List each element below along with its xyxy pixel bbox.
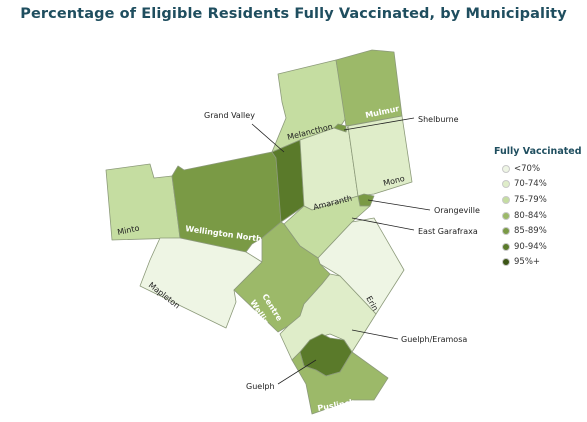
region-mulmur[interactable]: [335, 49, 403, 127]
label-orangeville: Orangeville: [434, 206, 480, 215]
region-mapleton[interactable]: [139, 237, 263, 329]
legend-swatch-icon: [502, 227, 510, 236]
legend-swatch-icon: [502, 211, 510, 220]
leader-guelph: [277, 359, 317, 385]
legend-swatch-icon: [502, 164, 510, 173]
legend-item[interactable]: <70%: [494, 161, 584, 177]
label-guelph-eramosa: Guelph/Eramosa: [401, 335, 467, 344]
map-title: Percentage of Eligible Residents Fully V…: [20, 6, 567, 22]
leader-shelburne: [343, 117, 415, 131]
legend-item[interactable]: 80-84%: [494, 208, 584, 224]
legend-label: <70%: [514, 163, 541, 174]
leader-guelph-eramosa: [351, 329, 399, 340]
legend-swatch-icon: [502, 180, 510, 189]
legend-item[interactable]: 90-94%: [494, 239, 584, 255]
legend-label: 75-79%: [514, 194, 547, 205]
legend-label: 70-74%: [514, 179, 547, 190]
legend-label: 80-84%: [514, 210, 547, 221]
legend-swatch-icon: [502, 195, 510, 204]
legend-item[interactable]: 70-74%: [494, 177, 584, 193]
legend-items: <70% 70-74% 75-79% 80-84% 85-89% 90-94% 95%+: [494, 161, 584, 270]
legend-item[interactable]: 75-79%: [494, 192, 584, 208]
legend-label: 90-94%: [514, 241, 547, 252]
region-mono[interactable]: [347, 115, 413, 197]
label-grand-valley: Grand Valley: [204, 111, 255, 120]
legend-item[interactable]: 95%+: [494, 255, 584, 271]
label-guelph: Guelph: [246, 382, 275, 391]
label-east-garafraxa: East Garafraxa: [418, 227, 478, 236]
label-shelburne: Shelburne: [418, 115, 459, 124]
region-puslinch[interactable]: [291, 351, 389, 415]
legend-swatch-icon: [502, 242, 510, 251]
leader-orangeville: [367, 199, 431, 211]
leader-grand-valley: [251, 123, 285, 153]
legend-item[interactable]: 85-89%: [494, 223, 584, 239]
legend-label: 95%+: [514, 257, 541, 268]
legend-title: Fully Vaccinated: [494, 146, 582, 157]
legend: Fully Vaccinated <70% 70-74% 75-79% 80-84% 8…: [494, 146, 584, 270]
region-orangeville[interactable]: [357, 193, 375, 207]
legend-swatch-icon: [502, 258, 510, 267]
legend-label: 85-89%: [514, 226, 547, 237]
leader-east-garafraxa: [351, 217, 415, 231]
